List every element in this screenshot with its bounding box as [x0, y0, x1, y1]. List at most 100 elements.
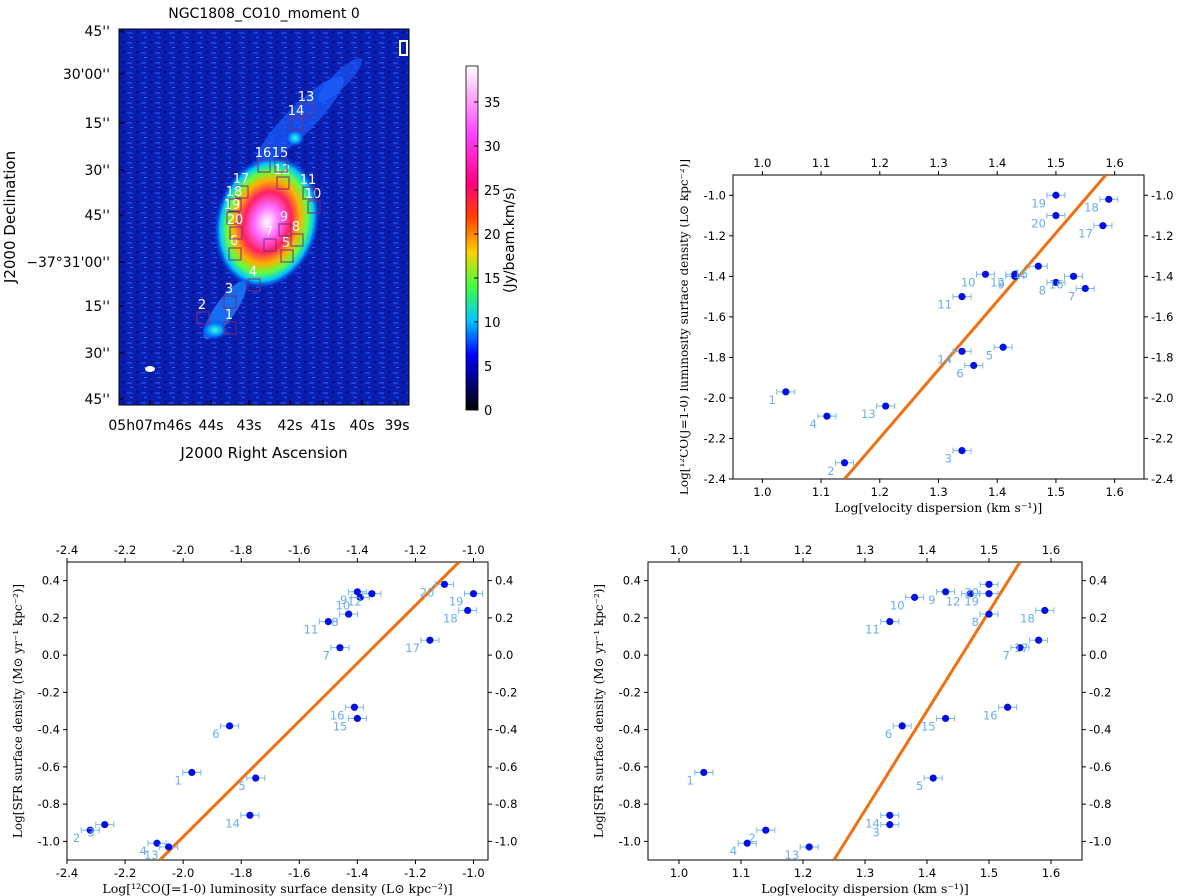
colorbar	[465, 65, 479, 411]
region-label: 6	[230, 234, 238, 249]
data-point	[324, 618, 332, 626]
y-tick-label-right: -1.2	[1151, 229, 1173, 243]
colorbar-tick-label: 15	[484, 272, 501, 287]
y-tick-label: -1.0	[38, 834, 60, 848]
point-label: 14	[225, 816, 240, 830]
dec-tick-label: 30''	[84, 346, 110, 362]
map-image	[119, 29, 409, 405]
data-point	[805, 843, 813, 851]
region-box	[302, 186, 316, 200]
point-label: 20	[420, 585, 435, 599]
point-label: 16	[1049, 277, 1064, 291]
y-tick-label: -1.2	[704, 229, 726, 243]
data-point	[898, 722, 906, 730]
data-point	[469, 590, 478, 598]
x-axis-label: Log[velocity dispersion (km s⁻¹)]	[835, 500, 1043, 515]
point-label: 9	[928, 593, 935, 607]
x-tick-label-top: 1.2	[871, 156, 889, 170]
y-tick-label: 0.0	[623, 648, 641, 662]
data-point	[440, 580, 449, 588]
dec-tick-label: 30''	[84, 163, 110, 179]
region-label: 19	[224, 198, 241, 213]
region-label: 3	[225, 282, 233, 297]
region-box	[196, 311, 210, 325]
map-x-axis-label: J2000 Right Ascension	[179, 444, 347, 462]
x-tick-label-top: 1.5	[1047, 156, 1065, 170]
point-label: 19	[964, 595, 979, 609]
declination-ticks: 45'' 30'00'' 15'' 30'' 45'' −37°31'00'' 15'' 30…	[26, 24, 124, 408]
point-label: 7	[323, 649, 330, 663]
x-tick-label: -2.4	[56, 866, 78, 880]
data-point	[1052, 191, 1060, 199]
y-axis-label: Log[SFR surface density (M⊙ yr⁻¹ kpc⁻²)]	[592, 584, 606, 838]
point-label: 6	[956, 367, 963, 381]
fit-line	[843, 175, 1107, 479]
data-point	[426, 636, 434, 644]
x-tick-label-top: 1.0	[753, 156, 771, 170]
map-y-axis-label: J2000 Declination	[1, 151, 19, 284]
x-tick-label: -2.0	[172, 866, 194, 880]
data-point	[1099, 222, 1107, 230]
region-box	[228, 198, 242, 212]
x-tick-label-top: 1.4	[988, 156, 1006, 170]
x-tick-label-top: -2.4	[56, 543, 78, 557]
fit-line	[158, 562, 461, 860]
data-point	[942, 588, 950, 596]
point-label: 12	[946, 595, 961, 609]
x-tick-label-top: 1.5	[980, 543, 998, 557]
region-box	[274, 159, 288, 173]
region-label: 9	[280, 210, 288, 225]
x-tick-label-top: -2.2	[114, 543, 136, 557]
colorbar-ticks: 0 5 10 15 20 25 30 35	[474, 96, 501, 419]
colorbar-tick-label: 30	[484, 140, 501, 155]
y-tick-label: -0.6	[38, 760, 60, 774]
data-point	[743, 839, 751, 847]
region-box	[276, 176, 290, 190]
y-tick-label-right: 0.2	[1089, 611, 1107, 625]
region-box	[300, 103, 314, 117]
point-label: 7	[1003, 649, 1010, 663]
y-tick-label-right: -1.0	[1151, 188, 1173, 202]
point-label: 18	[1084, 200, 1099, 214]
colorbar-tick-label: 25	[484, 184, 501, 199]
data-point	[1004, 703, 1012, 711]
data-point	[1052, 278, 1060, 287]
x-tick-label: 1.5	[980, 866, 998, 880]
y-tick-label-right: 0.4	[495, 574, 513, 588]
data-point	[886, 811, 894, 819]
dec-tick-label: 45''	[84, 24, 110, 40]
colorbar-tick-label: 10	[484, 316, 501, 331]
x-tick-label: 1.3	[929, 485, 947, 499]
point-label: 13	[861, 407, 876, 421]
colorbar-tick-label: 0	[484, 404, 492, 419]
x-tick-label-top: -2.0	[172, 543, 194, 557]
point-label: 17	[1014, 641, 1029, 655]
point-label: 18	[1020, 611, 1035, 625]
x-tick-label: 1.6	[1042, 866, 1060, 880]
x-tick-label-top: -1.4	[346, 543, 368, 557]
data-point	[353, 714, 361, 723]
x-tick-label-top: -1.6	[288, 543, 310, 557]
data-point	[886, 618, 894, 626]
y-tick-label-right: 0.0	[495, 648, 513, 662]
region-label: 20	[227, 213, 244, 228]
point-label: 6	[885, 727, 892, 741]
dec-tick-label: 45''	[84, 392, 110, 408]
y-tick-label: -0.8	[619, 797, 641, 811]
data-point	[999, 343, 1007, 351]
y-tick-label-right: -0.2	[1089, 685, 1111, 699]
region-box	[228, 247, 242, 261]
data-point	[840, 459, 849, 467]
dec-tick-label: 15''	[84, 299, 110, 315]
ra-tick-label: 40s	[349, 418, 374, 434]
data-point	[225, 722, 234, 730]
point-label: 5	[916, 779, 923, 793]
y-tick-label: -2.4	[704, 472, 726, 486]
x-tick-label: 1.0	[753, 485, 771, 499]
right-ascension-ticks: 05h07m46s 44s 43s 42s 41s 40s 39s	[108, 400, 410, 434]
x-tick-label: 1.1	[732, 866, 750, 880]
data-point	[966, 590, 974, 598]
point-label: 18	[443, 611, 458, 625]
